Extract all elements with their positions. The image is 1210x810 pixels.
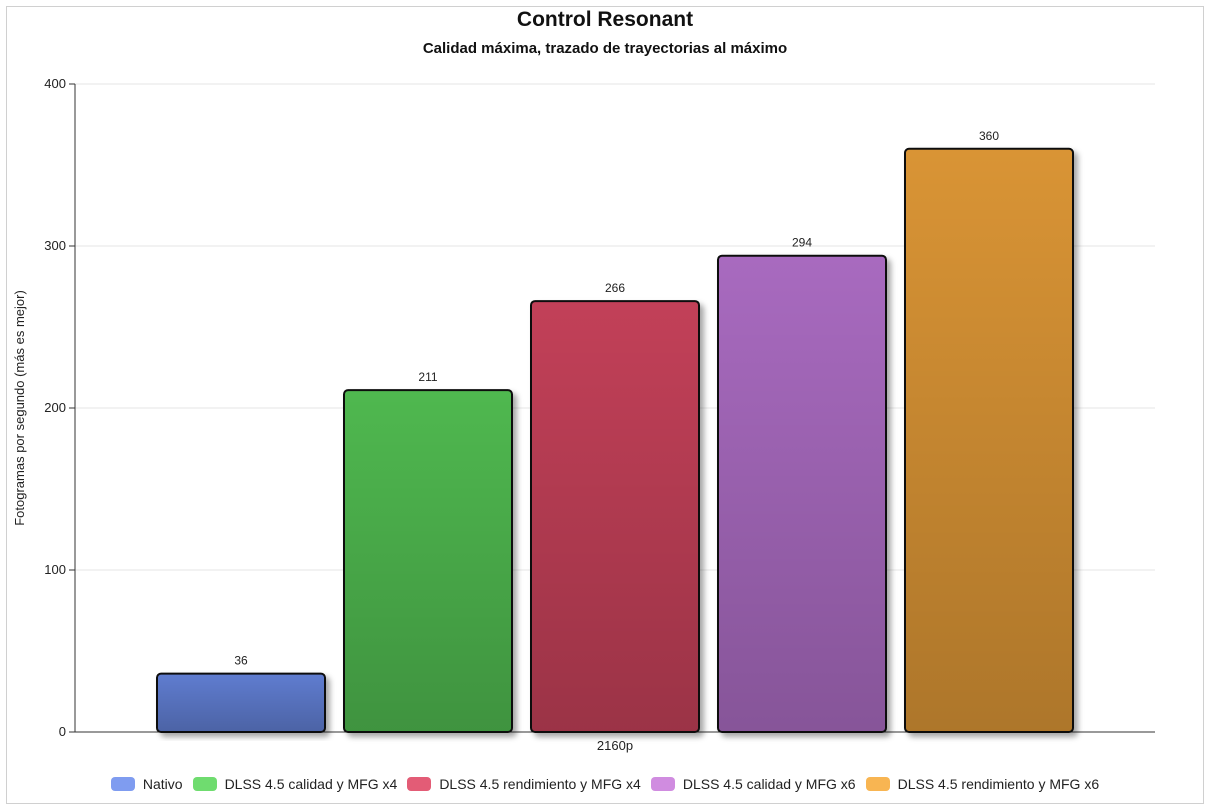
y-axis-label: Fotogramas por segundo (más es mejor) (12, 290, 27, 526)
data-label: 294 (792, 236, 812, 250)
bar-chart: 0 100 200 300 400 Fotogramas por segundo (más… (12, 76, 1155, 753)
data-label: 266 (605, 281, 625, 295)
y-tick-label: 0 (59, 724, 66, 739)
legend-label: DLSS 4.5 rendimiento y MFG x6 (897, 776, 1100, 792)
legend-label: DLSS 4.5 calidad y MFG x4 (224, 776, 398, 792)
x-axis-label: 2160p (597, 738, 633, 753)
legend-label: DLSS 4.5 calidad y MFG x6 (682, 776, 856, 792)
bar-shade (345, 391, 511, 731)
y-tick-label: 400 (44, 76, 66, 91)
legend-item[interactable]: DLSS 4.5 rendimiento y MFG x6 (865, 776, 1100, 792)
chart-title: Control Resonant (516, 8, 694, 31)
legend-swatch (192, 777, 217, 791)
bar-shade (906, 149, 1072, 732)
legend-swatch (110, 777, 135, 791)
legend-label: DLSS 4.5 rendimiento y MFG x4 (439, 776, 641, 792)
data-label: 36 (234, 654, 248, 668)
legend-item[interactable]: Nativo (110, 776, 183, 792)
chart-subtitle: Calidad máxima, trazado de trayectorias … (422, 40, 788, 57)
bar-shade (158, 674, 324, 731)
y-tick-label: 100 (44, 562, 66, 577)
legend-label: Nativo (142, 776, 183, 792)
bar-shade (532, 302, 698, 731)
legend-item[interactable]: DLSS 4.5 calidad y MFG x4 (192, 776, 398, 792)
data-label: 360 (979, 129, 999, 143)
y-tick-label: 200 (44, 400, 66, 415)
legend-item[interactable]: DLSS 4.5 calidad y MFG x6 (650, 776, 856, 792)
bar-shade (719, 256, 885, 731)
legend-swatch (407, 777, 432, 791)
chart-legend: Nativo DLSS 4.5 calidad y MFG x4 DLSS 4.5 … (0, 776, 1210, 792)
legend-swatch (865, 777, 890, 791)
legend-item[interactable]: DLSS 4.5 rendimiento y MFG x4 (407, 776, 641, 792)
y-tick-label: 300 (44, 238, 66, 253)
data-label: 211 (418, 370, 437, 384)
legend-swatch (650, 777, 675, 791)
